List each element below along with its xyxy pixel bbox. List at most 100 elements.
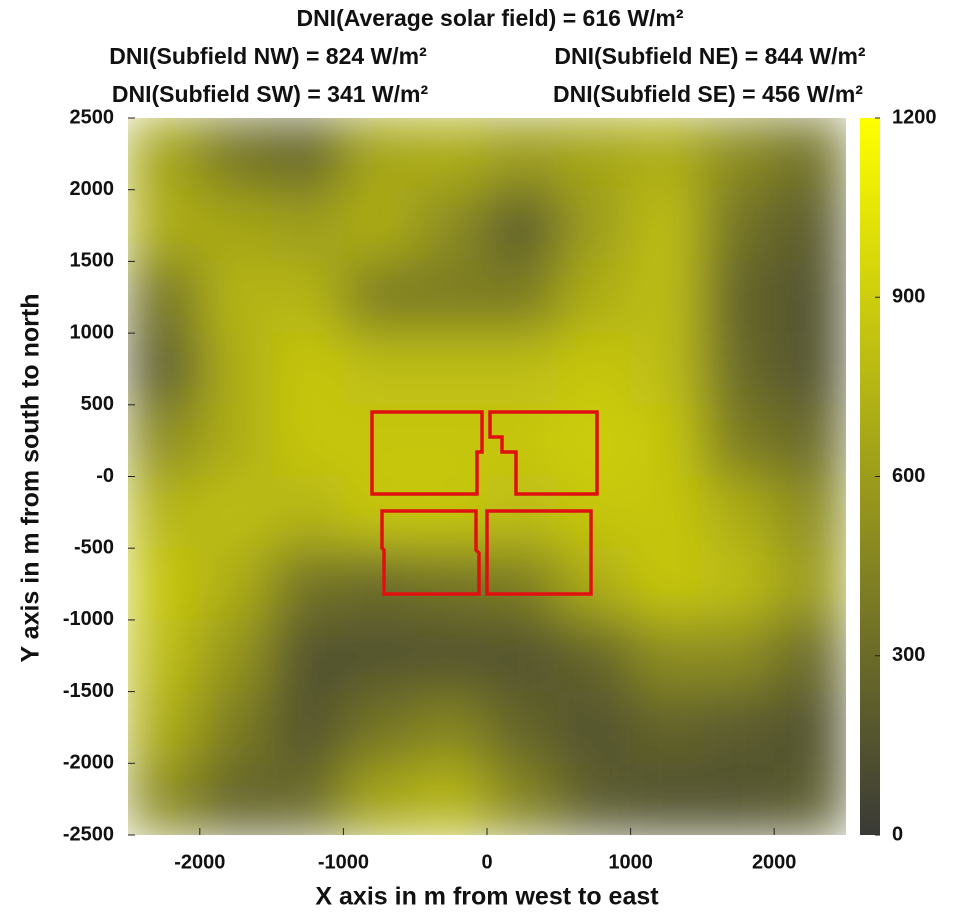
heatmap-cell (702, 548, 775, 621)
heatmap (128, 118, 847, 836)
heatmap-cell (271, 619, 344, 692)
x-tick-label: -2000 (174, 851, 225, 873)
y-tick-label: -2000 (63, 752, 114, 774)
heatmap-cell (558, 763, 631, 836)
heatmap-cell (343, 691, 416, 764)
heatmap-cell (199, 333, 272, 406)
heatmap-cell (702, 763, 775, 836)
chart: DNI(Average solar field) = 616 W/m² DNI(… (0, 0, 956, 914)
y-tick-label: 1500 (70, 250, 115, 272)
heatmap-cell (343, 189, 416, 262)
heatmap-cell (128, 763, 201, 836)
heatmap-cell (343, 763, 416, 836)
heatmap-cell (199, 691, 272, 764)
heatmap-cell (702, 619, 775, 692)
heatmap-cell (271, 189, 344, 262)
heatmap-cell (487, 261, 560, 334)
heatmap-cell (271, 404, 344, 477)
colorbar-tick-label: 0 (892, 823, 903, 845)
heatmap-cell (558, 118, 631, 191)
heatmap-cell (774, 548, 847, 621)
heatmap-cell (630, 189, 703, 262)
heatmap-cell (199, 118, 272, 191)
heatmap-cell (199, 404, 272, 477)
y-tick-label: -0 (96, 465, 114, 487)
y-tick-label: 2500 (70, 106, 115, 128)
heatmap-cell (271, 763, 344, 836)
heatmap-cell (128, 189, 201, 262)
heatmap-cell (415, 118, 488, 191)
heatmap-cell (630, 261, 703, 334)
heatmap-cell (128, 619, 201, 692)
heatmap-cell (630, 619, 703, 692)
colorbar-tick-label: 900 (892, 286, 925, 308)
annotation: DNI(Subfield NE) = 844 W/m² (554, 43, 866, 69)
heatmap-cell (415, 548, 488, 621)
heatmap-cell (487, 118, 560, 191)
heatmap-cell (630, 691, 703, 764)
heatmap-cell (271, 118, 344, 191)
heatmap-cell (343, 619, 416, 692)
heatmap-cell (199, 619, 272, 692)
plot-area (128, 118, 847, 836)
heatmap-cell (774, 476, 847, 549)
heatmap-cell (415, 691, 488, 764)
heatmap-cell (128, 691, 201, 764)
heatmap-cell (199, 261, 272, 334)
heatmap-cell (271, 333, 344, 406)
heatmap-cell (774, 691, 847, 764)
heatmap-cell (343, 261, 416, 334)
annotation: DNI(Subfield SE) = 456 W/m² (553, 81, 863, 107)
heatmap-cell (487, 333, 560, 406)
heatmap-cell (630, 333, 703, 406)
y-tick-label: 1000 (70, 321, 115, 343)
heatmap-cell (343, 333, 416, 406)
heatmap-cell (128, 404, 201, 477)
heatmap-cell (702, 189, 775, 262)
heatmap-cell (343, 118, 416, 191)
heatmap-cell (128, 333, 201, 406)
heatmap-cell (558, 333, 631, 406)
heatmap-cell (558, 619, 631, 692)
heatmap-cell (774, 763, 847, 836)
y-tick-label: -1000 (63, 608, 114, 630)
y-axis-label: Y axis in m from south to north (17, 293, 45, 662)
heatmap-cell (630, 118, 703, 191)
heatmap-cell (487, 619, 560, 692)
heatmap-cell (199, 763, 272, 836)
annotation: DNI(Subfield NW) = 824 W/m² (109, 43, 427, 69)
y-tick-label: 2000 (70, 178, 115, 200)
heatmap-cell (343, 548, 416, 621)
heatmap-cell (343, 404, 416, 477)
x-tick-label: 1000 (608, 851, 653, 873)
heatmap-cell (128, 476, 201, 549)
heatmap-cell (415, 261, 488, 334)
y-tick-label: -500 (74, 536, 114, 558)
colorbar-tick-label: 600 (892, 465, 925, 487)
heatmap-cell (630, 476, 703, 549)
heatmap-cell (415, 619, 488, 692)
annotation: DNI(Subfield SW) = 341 W/m² (112, 81, 429, 107)
colorbar-tick-label: 1200 (892, 106, 937, 128)
heatmap-cell (487, 548, 560, 621)
y-tick-label: -1500 (63, 680, 114, 702)
heatmap-cell (487, 763, 560, 836)
x-tick-label: -1000 (318, 851, 369, 873)
heatmap-cell (487, 404, 560, 477)
chart-title: DNI(Average solar field) = 616 W/m² (296, 5, 683, 31)
heatmap-cell (702, 333, 775, 406)
heatmap-cell (415, 763, 488, 836)
heatmap-cell (630, 763, 703, 836)
heatmap-cell (271, 548, 344, 621)
heatmap-cell (558, 261, 631, 334)
heatmap-cell (271, 691, 344, 764)
heatmap-cell (774, 261, 847, 334)
heatmap-cell (774, 189, 847, 262)
heatmap-cell (128, 118, 201, 191)
heatmap-cell (558, 189, 631, 262)
y-tick-label: -2500 (63, 823, 114, 845)
heatmap-cell (415, 333, 488, 406)
x-tick-label: 0 (481, 851, 492, 873)
heatmap-cell (630, 404, 703, 477)
heatmap-cell (558, 404, 631, 477)
